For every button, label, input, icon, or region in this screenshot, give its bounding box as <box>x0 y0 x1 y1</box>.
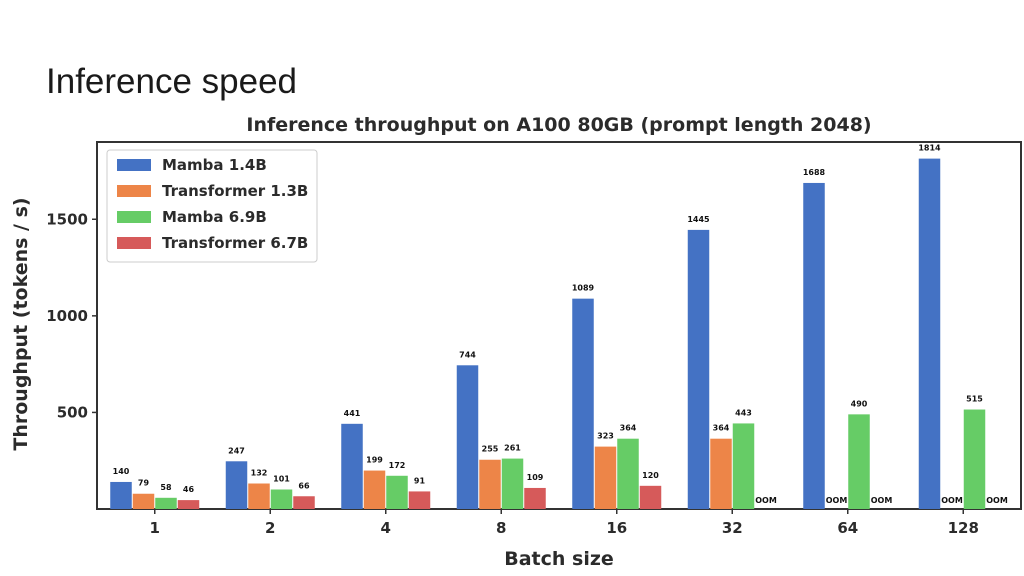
legend-swatch <box>117 185 151 197</box>
bar-value-label: 1814 <box>918 144 941 153</box>
bar-value-label: 443 <box>735 408 752 417</box>
bar-value-label: 261 <box>504 444 521 453</box>
x-tick-label: 4 <box>381 519 391 537</box>
bar <box>408 491 431 509</box>
x-tick-label: 16 <box>606 519 627 537</box>
bar <box>732 423 755 509</box>
bar <box>456 365 479 509</box>
bar-value-label: 109 <box>527 473 544 482</box>
bar-value-label: 1445 <box>687 215 710 224</box>
bar-value-label: 515 <box>966 395 983 404</box>
bar <box>248 483 270 509</box>
legend-swatch <box>117 211 151 223</box>
bar <box>132 493 155 509</box>
x-tick-label: 64 <box>837 519 858 537</box>
bar-value-label: 323 <box>597 432 614 441</box>
y-tick-label: 1500 <box>46 210 88 228</box>
bar-value-label: 247 <box>228 446 245 455</box>
y-axis-label: Throughput (tokens / s) <box>10 197 32 450</box>
bar-value-label: 132 <box>251 469 268 478</box>
bar-value-label: 199 <box>366 456 383 465</box>
bar-value-label: 490 <box>851 399 868 408</box>
x-axis-label: Batch size <box>504 548 614 570</box>
bar-value-label: 255 <box>482 445 499 454</box>
bar <box>293 496 315 509</box>
legend-swatch <box>117 159 151 171</box>
x-tick-label: 8 <box>496 519 506 537</box>
x-tick-label: 2 <box>265 519 275 537</box>
bar-value-label: 91 <box>414 476 426 485</box>
bar <box>501 458 524 509</box>
bar-value-label: 66 <box>298 481 310 490</box>
legend: Mamba 1.4B Transformer 1.3B Mamba 6.9B Tran… <box>106 149 318 263</box>
bar <box>110 481 132 509</box>
oom-label: OOM <box>986 496 1008 505</box>
x-tick-label: 1 <box>150 519 160 537</box>
bar-value-label: 172 <box>389 461 406 470</box>
bar-value-label: 46 <box>183 485 195 494</box>
legend-box <box>106 149 318 263</box>
bar <box>225 461 248 509</box>
oom-label: OOM <box>755 496 777 505</box>
bar <box>177 500 200 509</box>
oom-label: OOM <box>941 496 963 505</box>
slide-title: Inference speed <box>46 62 298 101</box>
oom-label: OOM <box>826 496 848 505</box>
legend-label: Mamba 6.9B <box>162 208 267 226</box>
bar <box>155 497 177 509</box>
bar-value-label: 744 <box>459 350 476 359</box>
bar <box>479 459 501 509</box>
x-tick-label: 128 <box>948 519 979 537</box>
bar <box>848 414 870 509</box>
bar-value-label: 140 <box>113 467 130 476</box>
bar <box>270 489 293 509</box>
chart-title: Inference throughput on A100 80GB (promp… <box>246 114 871 136</box>
bar <box>710 438 732 509</box>
bar-value-label: 441 <box>344 409 361 418</box>
bar <box>594 446 617 509</box>
x-tick-label: 32 <box>722 519 743 537</box>
legend-label: Transformer 1.3B <box>162 182 308 200</box>
bar-value-label: 1688 <box>803 168 826 177</box>
plot-area: 500 1000 1500 1 140 79 58 46 2 247 132 101 66 4 441 199… <box>46 141 1022 537</box>
bar-value-label: 364 <box>620 424 637 433</box>
bar-value-label: 79 <box>138 479 150 488</box>
bar-value-label: 120 <box>642 471 659 480</box>
legend-swatch <box>117 237 151 249</box>
bar <box>803 182 825 509</box>
y-tick-label: 1000 <box>46 307 88 325</box>
bar <box>918 158 941 509</box>
bar <box>687 229 710 509</box>
oom-label: OOM <box>871 496 893 505</box>
legend-label: Mamba 1.4B <box>162 156 267 174</box>
bar <box>386 475 408 509</box>
bar <box>617 438 639 509</box>
bar <box>341 423 363 509</box>
bar <box>363 470 386 509</box>
throughput-bar-chart: Inference throughput on A100 80GB (promp… <box>10 114 1022 570</box>
bar <box>524 487 546 509</box>
bar-value-label: 364 <box>713 424 730 433</box>
y-tick-label: 500 <box>57 403 88 421</box>
bar <box>963 409 986 509</box>
bar <box>639 485 662 509</box>
bar-value-label: 58 <box>160 483 172 492</box>
plot-frame <box>96 141 1022 510</box>
bar-value-label: 101 <box>273 474 290 483</box>
legend-label: Transformer 6.7B <box>162 234 308 252</box>
bar-value-label: 1089 <box>572 284 595 293</box>
bar <box>572 298 594 509</box>
